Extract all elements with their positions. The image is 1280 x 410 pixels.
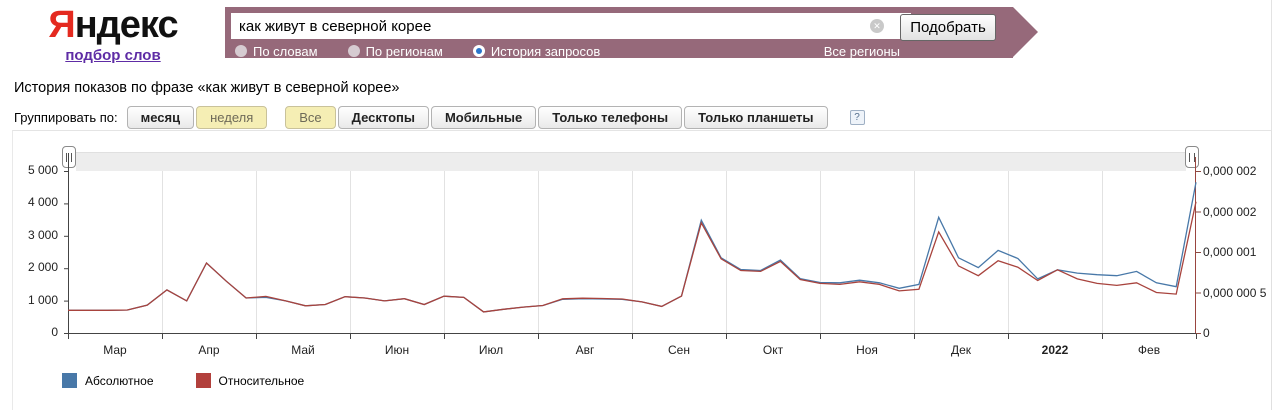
chart-legend: Абсолютное Относительное: [62, 373, 346, 388]
search-banner: ✕ Подобрать По словам По регионам История …: [225, 7, 1013, 60]
x-month-label-4: Июл: [478, 343, 504, 357]
all-regions-link[interactable]: Все регионы: [823, 44, 900, 60]
group-by-label: Группировать по:: [14, 110, 118, 125]
search-submit-button[interactable]: Подобрать: [900, 14, 996, 41]
y-left-tick-label: 4 000: [27, 195, 58, 210]
y-left-tick-label: 3 000: [27, 227, 58, 242]
period-button-0[interactable]: месяц: [126, 106, 195, 129]
x-month-label-1: Апр: [198, 343, 220, 357]
y-right-tick-label: 0,000 000 5: [1203, 285, 1267, 300]
x-month-label-2: Май: [291, 343, 315, 357]
help-icon[interactable]: ?: [849, 110, 865, 125]
search-mode-radio-1[interactable]: По регионам: [347, 43, 443, 59]
device-button-2[interactable]: Мобильные: [430, 106, 537, 129]
legend-label: Относительное: [218, 373, 305, 388]
y-left-tick-label: 5 000: [27, 163, 58, 177]
search-mode-radio-0[interactable]: По словам: [235, 44, 318, 59]
y-left-tick-label: 0: [51, 325, 58, 339]
period-button-1[interactable]: неделя: [196, 106, 268, 129]
x-month-label-5: Авг: [575, 343, 595, 357]
series-line-1: [68, 201, 1197, 313]
radio-label: По словам: [253, 43, 318, 59]
period-button-group: месяц неделя: [126, 106, 270, 129]
x-month-label-3: Июн: [384, 343, 410, 357]
y-left-tick-label: 1 000: [27, 292, 58, 307]
history-line-chart: [64, 153, 1201, 339]
page-title: История показов по фразе «как живут в се…: [14, 80, 400, 96]
x-month-label-7: Окт: [762, 343, 784, 357]
radio-label: История запросов: [490, 43, 601, 59]
device-button-0[interactable]: Все: [285, 106, 336, 129]
device-button-group: Все Десктопы Мобильные Только телефоны Тольк…: [285, 106, 829, 129]
grouping-controls: Группировать по: месяц неделя Все Десктопы…: [14, 106, 865, 129]
search-input[interactable]: [231, 13, 911, 39]
logo-letters-rest: ндекс: [74, 4, 179, 46]
x-month-label-9: Дек: [950, 343, 972, 357]
device-button-3[interactable]: Только телефоны: [538, 106, 683, 129]
legend-swatch-icon: [62, 373, 77, 388]
device-button-4[interactable]: Только планшеты: [684, 106, 828, 129]
chart-section-frame: [12, 130, 1272, 410]
y-right-tick-label: 0: [1203, 326, 1210, 340]
legend-swatch-icon: [195, 373, 211, 388]
x-month-label-8: Ноя: [856, 343, 878, 357]
y-left-tick-label: 2 000: [27, 260, 58, 275]
radio-label: По регионам: [365, 43, 443, 59]
range-slider-track[interactable]: [76, 152, 1186, 171]
x-month-label-0: Мар: [103, 343, 127, 357]
slider-grip-icon: [1189, 152, 1195, 162]
banner-arrow-shape: [1013, 7, 1038, 57]
y-right-tick-label: 0,000 002: [1203, 204, 1257, 219]
search-mode-radio-2[interactable]: История запросов: [472, 43, 601, 59]
legend-item-1: Относительное: [195, 373, 305, 388]
radio-icon: [235, 45, 247, 57]
legend-item-0: Абсолютное: [62, 373, 154, 388]
legend-label: Абсолютное: [85, 373, 154, 388]
slider-grip-icon: [66, 152, 72, 162]
x-month-label-10: 2022: [1041, 343, 1069, 357]
logo-letter-ya: Я: [48, 4, 75, 46]
yandex-logo: Яндекс подбор слов: [38, 4, 188, 65]
search-mode-radios: По словам По регионам История запросов: [235, 43, 1005, 59]
x-month-label-6: Сен: [668, 343, 690, 357]
device-button-1[interactable]: Десктопы: [337, 106, 429, 129]
y-right-tick-label: 0,000 002: [1203, 164, 1257, 178]
radio-icon: [347, 45, 360, 57]
clear-search-icon[interactable]: ✕: [870, 19, 884, 33]
x-month-label-11: Фев: [1137, 343, 1161, 357]
y-right-tick-label: 0,000 001: [1203, 245, 1257, 259]
wordstat-home-link[interactable]: подбор слов: [65, 47, 161, 64]
radio-icon: [472, 45, 485, 57]
yandex-logo-text: Яндекс: [38, 4, 188, 46]
